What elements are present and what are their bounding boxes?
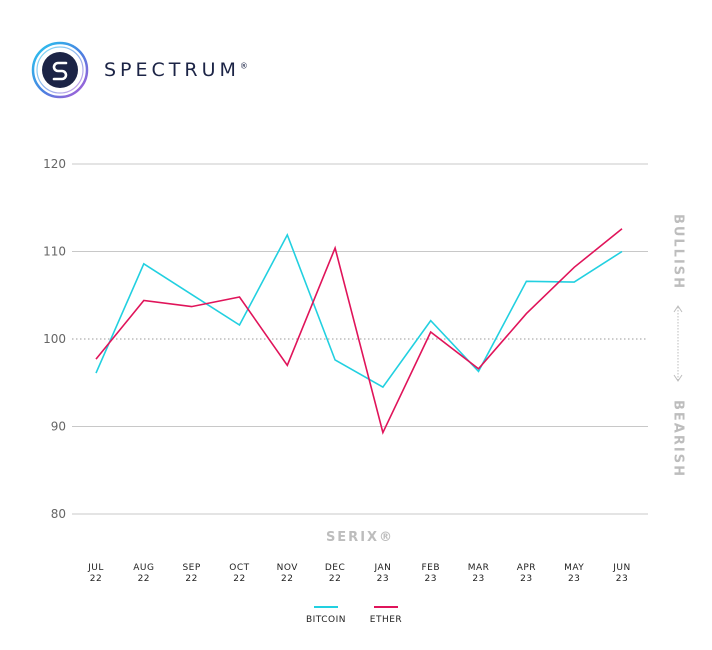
legend-label-bitcoin: BITCOIN [306, 615, 346, 625]
brand-logo: SPECTRUM® [30, 40, 248, 100]
x-tick-label: 23 [425, 574, 437, 584]
x-tick-label: 22 [138, 574, 150, 584]
x-axis-title: SERIX® [326, 530, 394, 545]
series-line-bitcoin [95, 232, 623, 389]
x-tick-label: 23 [616, 574, 628, 584]
x-tick-label: MAY [564, 563, 584, 573]
x-tick-label: JAN [373, 563, 391, 573]
x-tick-label: 22 [329, 574, 341, 584]
x-tick-label: DEC [325, 563, 345, 573]
brand-name: SPECTRUM® [104, 59, 248, 81]
y-tick-label: 110 [43, 245, 66, 259]
x-tick-label: 23 [520, 574, 532, 584]
y-tick-label: 90 [51, 420, 66, 434]
x-tick-label: FEB [421, 563, 440, 573]
down-arrow-icon [673, 374, 683, 382]
x-tick-label: APR [517, 563, 536, 573]
bearish-label: BEARISH [671, 400, 686, 478]
up-arrow-icon [673, 305, 683, 313]
x-tick-label: MAR [468, 563, 490, 573]
y-axis-ticks: 80 90 100 110 120 [43, 157, 66, 521]
x-tick-label: 22 [281, 574, 293, 584]
x-tick-label: JUN [612, 563, 630, 573]
x-tick-label: JUL [87, 563, 104, 573]
series-line-ether [95, 228, 623, 435]
x-axis-ticks: JUL22AUG22SEP22OCT22NOV22DEC22JAN23FEB23… [87, 563, 630, 584]
y-tick-label: 120 [43, 157, 66, 171]
series-lines [95, 228, 623, 435]
x-tick-label: 23 [377, 574, 389, 584]
spectrum-s-ring-icon [31, 41, 89, 99]
x-tick-label: 22 [185, 574, 197, 584]
x-tick-label: 23 [568, 574, 580, 584]
legend-label-ether: ETHER [370, 615, 402, 625]
x-tick-label: 23 [472, 574, 484, 584]
x-tick-label: OCT [229, 563, 249, 573]
x-tick-label: 22 [90, 574, 102, 584]
y-tick-label: 100 [43, 332, 66, 346]
gridlines [72, 163, 648, 515]
bullish-label: BULLISH [671, 214, 686, 290]
sentiment-indicator: BULLISH BEARISH [671, 214, 686, 478]
x-tick-label: NOV [277, 563, 299, 573]
legend: BITCOIN ETHER [306, 606, 402, 625]
x-tick-label: SEP [182, 563, 200, 573]
x-tick-label: 22 [233, 574, 245, 584]
x-tick-label: AUG [133, 563, 154, 573]
y-tick-label: 80 [51, 507, 66, 521]
